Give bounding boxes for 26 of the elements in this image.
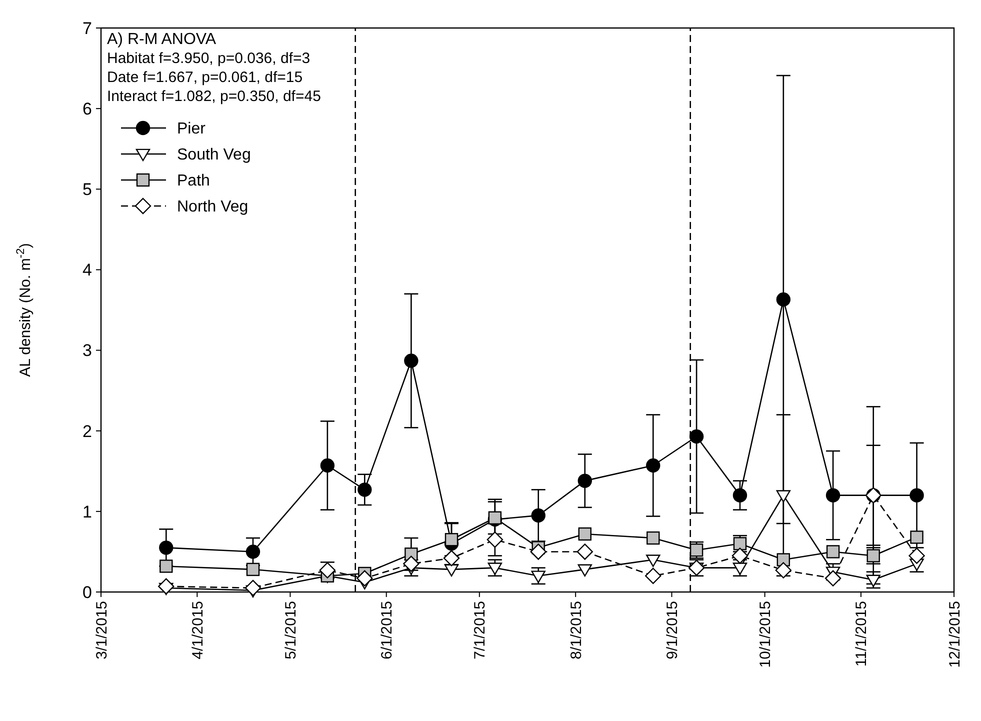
x-tick-label: 8/1/2015 <box>568 601 585 660</box>
y-tick-label: 2 <box>82 422 92 441</box>
y-tick-label: 4 <box>82 260 92 280</box>
y-tick-label: 7 <box>82 18 92 38</box>
annotation: Habitat f=3.950, p=0.036, df=3 <box>107 50 310 67</box>
x-tick-label: 4/1/2015 <box>189 601 206 660</box>
legend-label: Path <box>177 172 210 190</box>
y-tick-label: 3 <box>82 341 92 360</box>
x-tick-label: 3/1/2015 <box>93 601 110 660</box>
annotation: A) R-M ANOVA <box>107 31 216 48</box>
legend-label: South Veg <box>177 146 251 164</box>
x-tick-label: 5/1/2015 <box>282 601 300 660</box>
x-tick-label: 10/1/2015 <box>757 601 774 668</box>
annotation: Interact f=1.082, p=0.350, df=45 <box>107 88 321 105</box>
annotation: Date f=1.667, p=0.061, df=15 <box>107 69 303 86</box>
x-tick-label: 7/1/2015 <box>472 601 489 660</box>
y-tick-label: 5 <box>82 180 92 200</box>
legend-label: North Veg <box>177 198 248 216</box>
x-tick-label: 12/1/2015 <box>946 601 964 668</box>
x-tick-label: 6/1/2015 <box>378 601 396 660</box>
legend-label: Pier <box>177 120 206 138</box>
x-tick-label: 11/1/2015 <box>853 601 870 667</box>
y-tick-label: 1 <box>82 502 92 522</box>
x-tick-label: 9/1/2015 <box>664 601 681 660</box>
y-tick-label: 6 <box>82 100 92 119</box>
y-tick-label: 0 <box>82 582 92 602</box>
